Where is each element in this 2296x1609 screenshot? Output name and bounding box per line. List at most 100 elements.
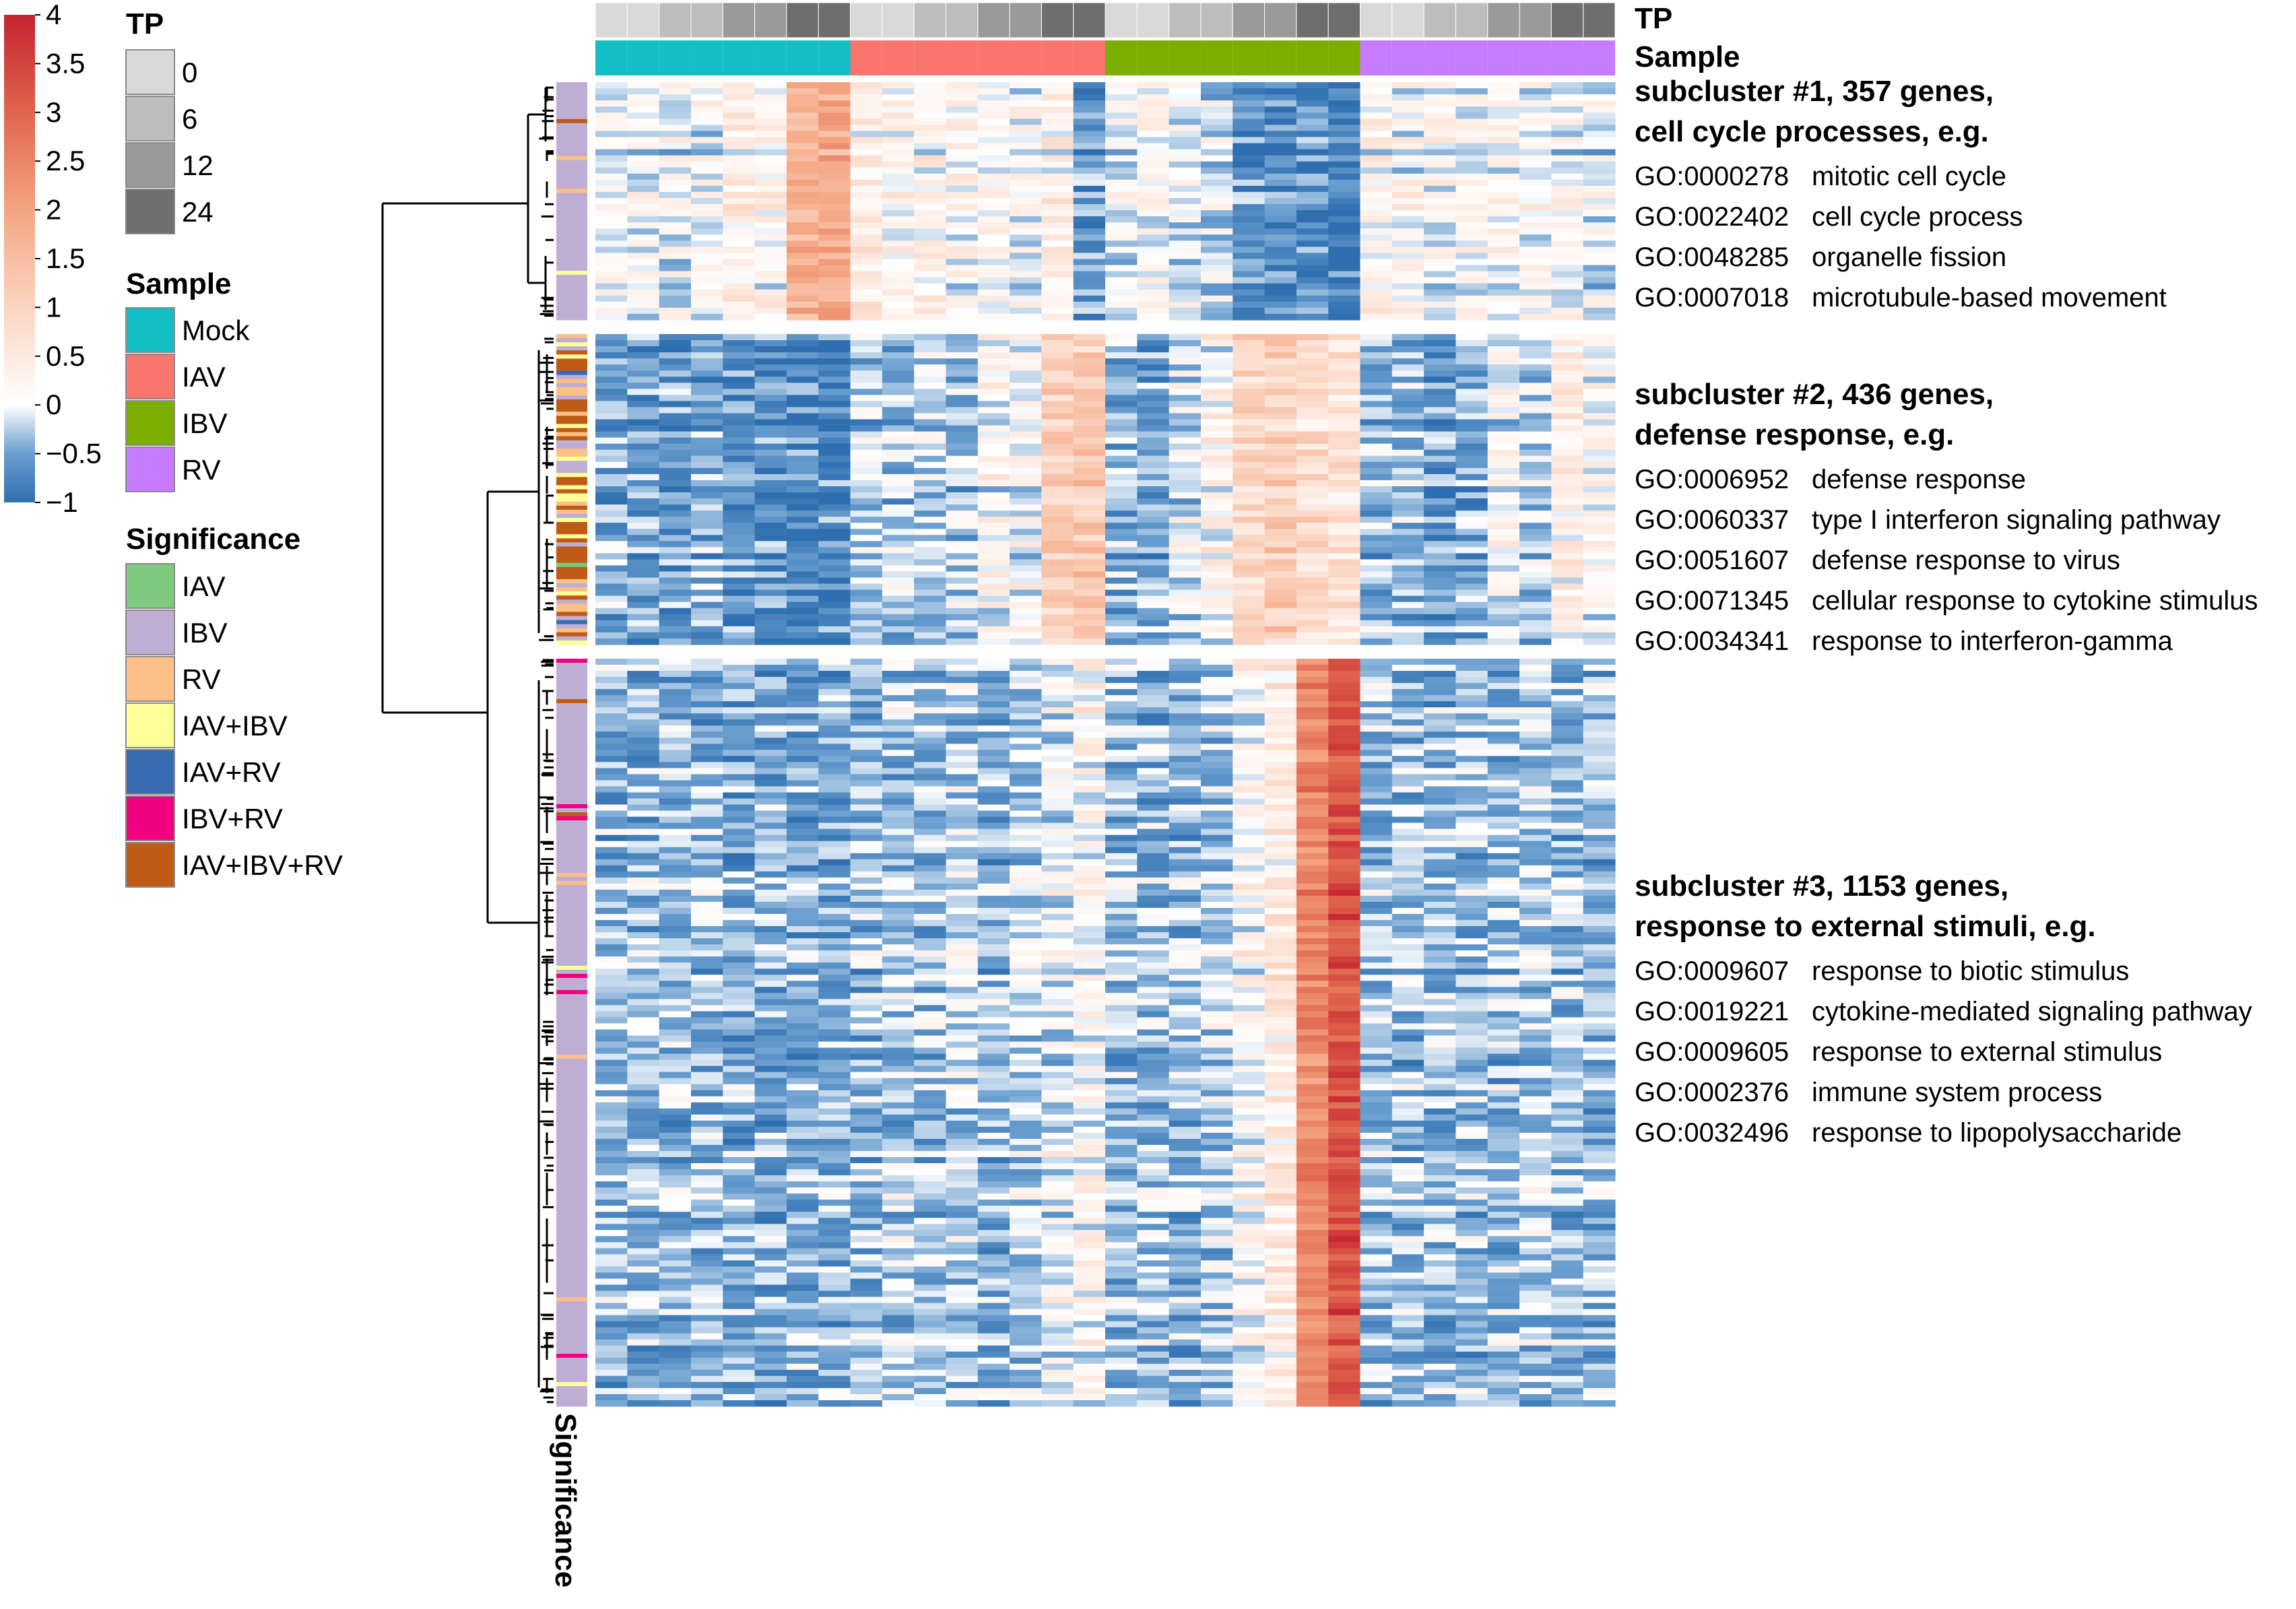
- heatmap-cell: [1455, 571, 1488, 579]
- heatmap-cell: [1137, 841, 1170, 848]
- heatmap-cell: [1105, 461, 1138, 469]
- heatmap-cell: [1200, 504, 1233, 511]
- heatmap-cell: [1010, 583, 1042, 591]
- heatmap-cell: [1233, 511, 1266, 517]
- heatmap-cell: [1391, 395, 1424, 402]
- heatmap-cell: [1519, 395, 1552, 402]
- heatmap-cell: [690, 883, 723, 890]
- heatmap-cell: [723, 449, 756, 457]
- heatmap-cell: [690, 731, 723, 738]
- heatmap-cell: [659, 677, 692, 684]
- heatmap-cell: [1233, 228, 1266, 235]
- heatmap-cell: [1137, 413, 1170, 420]
- heatmap-cell: [914, 259, 947, 266]
- heatmap-cell: [1583, 889, 1616, 896]
- heatmap-cell: [1010, 768, 1042, 775]
- heatmap-cell: [1041, 677, 1074, 684]
- heatmap-cell: [659, 626, 692, 633]
- heatmap-cell: [1233, 234, 1266, 241]
- heatmap-cell: [1360, 131, 1393, 138]
- heatmap-cell: [659, 112, 692, 119]
- heatmap-cell: [1010, 253, 1042, 260]
- heatmap-cell: [1519, 149, 1552, 156]
- heatmap-cell: [659, 744, 692, 750]
- heatmap-cell: [946, 841, 979, 848]
- heatmap-cell: [1519, 677, 1552, 684]
- heatmap-cell: [914, 425, 947, 432]
- significance-cell: [556, 1010, 587, 1015]
- heatmap-cell: [1137, 577, 1170, 585]
- tp-annotation-cell: [977, 2, 1010, 38]
- heatmap-cell: [977, 240, 1010, 247]
- heatmap-cell: [1105, 798, 1138, 806]
- heatmap-cell: [1041, 443, 1074, 451]
- heatmap-cell: [1041, 473, 1074, 481]
- heatmap-cell: [1233, 376, 1266, 383]
- heatmap-cell: [914, 841, 947, 848]
- heatmap-cell: [1424, 358, 1457, 365]
- heatmap-cell: [1296, 191, 1329, 199]
- significance-cell: [556, 1107, 587, 1112]
- heatmap-cell: [1455, 88, 1488, 95]
- heatmap-cell: [627, 671, 660, 678]
- heatmap-cell: [1551, 204, 1584, 211]
- heatmap-cell: [627, 352, 660, 359]
- significance-cell: [556, 230, 587, 234]
- heatmap-cell: [1041, 313, 1074, 321]
- heatmap-cell: [1073, 352, 1106, 359]
- heatmap-cell: [946, 228, 979, 235]
- significance-cell: [556, 1338, 587, 1342]
- heatmap-cell: [1424, 137, 1457, 144]
- heatmap-cell: [1455, 265, 1488, 272]
- heatmap-cell: [1296, 529, 1329, 535]
- heatmap-cell: [1391, 307, 1424, 315]
- heatmap-cell: [1551, 725, 1584, 732]
- heatmap-cell: [1010, 137, 1042, 144]
- heatmap-cell: [1233, 443, 1266, 451]
- heatmap-cell: [977, 449, 1010, 457]
- heatmap-cell: [1391, 155, 1424, 162]
- heatmap-cell: [1296, 106, 1329, 113]
- heatmap-cell: [1169, 461, 1202, 469]
- sample-annotation-cell: [595, 40, 628, 75]
- heatmap-cell: [1105, 926, 1138, 933]
- heatmap-cell: [1296, 877, 1329, 884]
- heatmap-cell: [1105, 883, 1138, 890]
- heatmap-cell: [659, 364, 692, 371]
- heatmap-cell: [1519, 82, 1552, 89]
- heatmap-cell: [1360, 792, 1393, 799]
- heatmap-cell: [1200, 473, 1233, 481]
- heatmap-cell: [659, 437, 692, 445]
- heatmap-cell: [1487, 750, 1520, 756]
- sample-legend-title: Sample: [126, 267, 232, 300]
- heatmap-cell: [914, 632, 947, 639]
- heatmap-cell: [1105, 725, 1138, 732]
- heatmap-cell: [1455, 719, 1488, 726]
- significance-cell: [556, 579, 587, 584]
- heatmap-cell: [1073, 389, 1106, 395]
- heatmap-cell: [690, 480, 723, 487]
- heatmap-cell: [850, 149, 883, 156]
- heatmap-cell: [1041, 247, 1074, 254]
- heatmap-cell: [1391, 253, 1424, 260]
- heatmap-cell: [946, 240, 979, 247]
- heatmap-cell: [723, 88, 756, 95]
- heatmap-cell: [1010, 744, 1042, 750]
- heatmap-cell: [1233, 191, 1266, 199]
- heatmap-cell: [1360, 431, 1393, 438]
- heatmap-cell: [1391, 352, 1424, 359]
- heatmap-cell: [1551, 334, 1584, 341]
- tp-legend-swatch: [125, 49, 175, 95]
- heatmap-cell: [723, 265, 756, 272]
- heatmap-cell: [1519, 125, 1552, 132]
- heatmap-cell: [1233, 346, 1266, 353]
- heatmap-cell: [1137, 889, 1170, 896]
- heatmap-cell: [946, 517, 979, 523]
- heatmap-cell: [850, 701, 883, 708]
- tp-annotation-cell: [722, 2, 756, 38]
- heatmap-cell: [1455, 883, 1488, 890]
- significance-cell: [556, 197, 587, 201]
- sample-annotation-cell: [1296, 40, 1329, 75]
- heatmap-cell: [1360, 240, 1393, 247]
- heatmap-cell: [1137, 780, 1170, 787]
